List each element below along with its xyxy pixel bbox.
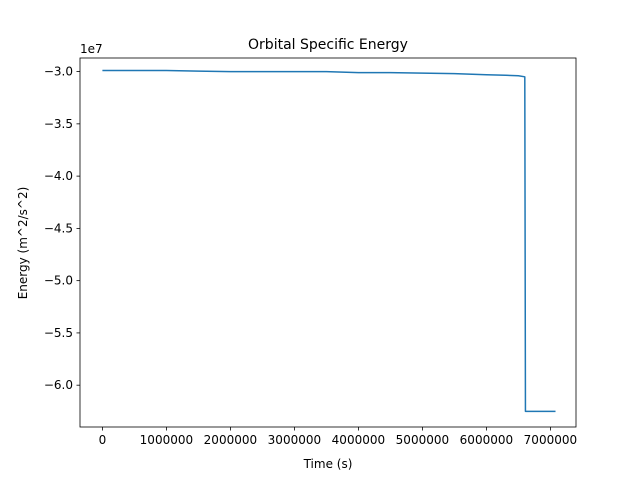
chart-title: Orbital Specific Energy (248, 37, 408, 53)
x-tick-label: 0 (99, 433, 107, 447)
y-axis-label: Energy (m^2/s^2) (16, 187, 30, 300)
y-tick-label: −3.0 (44, 65, 73, 79)
x-tick-label: 4000000 (332, 433, 385, 447)
y-tick-label: −5.0 (44, 274, 73, 288)
plot-frame (79, 57, 577, 428)
y-tick-label: −6.0 (44, 378, 73, 392)
x-axis-label: Time (s) (303, 457, 353, 471)
x-tick-label: 6000000 (460, 433, 513, 447)
y-tick-label: −5.5 (44, 326, 73, 340)
x-tick-label: 3000000 (268, 433, 321, 447)
y-tick-label: −4.0 (44, 169, 73, 183)
y-tick-label: −4.5 (44, 221, 73, 235)
x-tick-label: 1000000 (140, 433, 193, 447)
x-tick-label: 5000000 (396, 433, 449, 447)
energy-series-line (102, 69, 556, 413)
y-tick-label: −3.5 (44, 117, 73, 131)
x-tick-label: 7000000 (524, 433, 577, 447)
y-offset-label: 1e7 (80, 42, 103, 56)
x-tick-label: 2000000 (204, 433, 257, 447)
